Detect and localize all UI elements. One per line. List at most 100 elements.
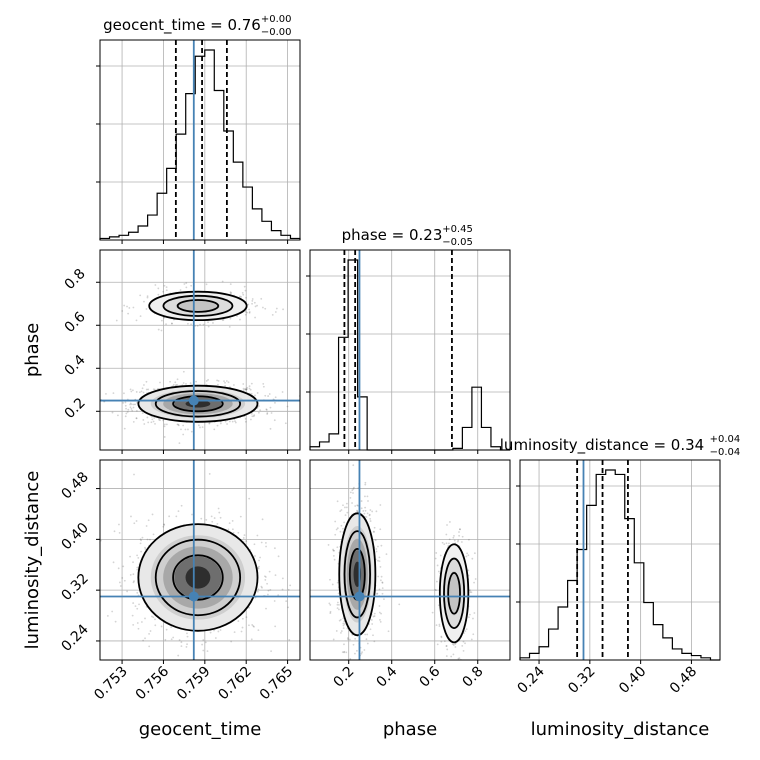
scatter-point	[176, 378, 179, 381]
scatter-point	[185, 286, 188, 289]
scatter-point	[282, 308, 284, 311]
scatter-point	[132, 581, 135, 584]
scatter-point	[243, 534, 246, 537]
scatter-point	[208, 422, 211, 425]
scatter-point	[349, 638, 351, 641]
scatter-point	[154, 618, 156, 621]
scatter-point	[253, 301, 256, 304]
scatter-point	[136, 554, 139, 557]
scatter-point	[379, 566, 382, 568]
scatter-point	[199, 323, 201, 326]
scatter-point	[371, 623, 374, 625]
scatter-point	[236, 315, 238, 317]
scatter-point	[356, 510, 359, 513]
scatter-point	[352, 486, 355, 489]
scatter-point	[459, 665, 461, 667]
scatter-point	[277, 555, 280, 558]
scatter-point	[378, 588, 381, 591]
scatter-point	[378, 560, 381, 563]
scatter-point	[469, 591, 472, 593]
scatter-point	[132, 406, 135, 409]
scatter-point	[379, 579, 382, 582]
panel-title-geocent_time: geocent_time = 0.76 +0.00 −0.00	[103, 14, 291, 38]
scatter-point	[123, 392, 125, 395]
scatter-point	[115, 319, 118, 322]
scatter-point	[372, 634, 374, 637]
scatter-point	[256, 590, 259, 593]
scatter-point	[245, 296, 247, 299]
scatter-point	[180, 645, 183, 648]
contour-line	[137, 523, 259, 632]
scatter-point	[468, 613, 471, 616]
scatter-point	[245, 389, 248, 391]
scatter-point	[123, 304, 126, 307]
scatter-point	[273, 419, 276, 422]
scatter-point	[171, 322, 173, 325]
truth-marker	[188, 591, 199, 602]
scatter-point	[337, 592, 340, 595]
scatter-point	[227, 381, 230, 384]
scatter-point	[114, 620, 117, 623]
scatter-point	[180, 641, 183, 644]
x-axis-label-phase: phase	[383, 719, 437, 740]
scatter-point	[199, 426, 201, 429]
scatter-point	[352, 643, 355, 646]
scatter-point	[241, 626, 244, 629]
scatter-point	[332, 548, 334, 551]
scatter-point	[185, 383, 187, 385]
2d-frame	[99, 459, 301, 661]
scatter-point	[204, 641, 207, 644]
scatter-point	[462, 649, 465, 652]
scatter-point	[258, 565, 260, 568]
scatter-point	[366, 642, 369, 645]
scatter-point	[351, 489, 354, 492]
title-sup: +0.45	[442, 224, 473, 235]
scatter-point	[134, 605, 137, 607]
scatter-point	[453, 534, 455, 537]
scatter-point	[177, 423, 180, 426]
scatter-point	[133, 580, 135, 583]
scatter-point	[237, 620, 240, 622]
scatter-point	[131, 614, 134, 617]
title-sup: +0.04	[710, 434, 741, 445]
scatter-point	[148, 632, 150, 635]
scatter-point	[472, 617, 474, 620]
scatter-point	[274, 574, 277, 577]
scatter-point	[441, 541, 444, 544]
scatter-point	[144, 637, 146, 640]
scatter-point	[123, 427, 126, 430]
scatter-point	[259, 409, 262, 412]
scatter-point	[264, 575, 266, 578]
scatter-point	[153, 417, 156, 419]
title-sup: +0.00	[261, 14, 292, 25]
scatter-point	[328, 602, 331, 605]
scatter-point	[163, 523, 165, 526]
x-tick-label: 0.32	[565, 664, 598, 697]
scatter-point	[249, 418, 252, 421]
scatter-point	[165, 628, 168, 631]
scatter-point	[152, 616, 155, 619]
scatter-point	[443, 543, 446, 545]
scatter-point	[261, 306, 264, 309]
scatter-point	[269, 588, 272, 591]
scatter-point	[398, 603, 401, 606]
scatter-point	[269, 427, 272, 430]
scatter-point	[264, 394, 267, 397]
scatter-point	[266, 582, 268, 585]
scatter-point	[163, 425, 166, 428]
scatter-point	[231, 528, 234, 531]
scatter-point	[244, 313, 247, 316]
scatter-point	[124, 401, 127, 404]
scatter-point	[242, 537, 245, 539]
scatter-point	[122, 565, 125, 568]
scatter-point	[202, 323, 205, 326]
scatter-point	[373, 615, 376, 617]
scatter-point	[124, 404, 127, 407]
truth-marker	[188, 395, 199, 406]
scatter-point	[274, 396, 277, 399]
y-tick-label: 0.32	[58, 571, 91, 604]
scatter-point	[339, 618, 342, 621]
scatter-point	[250, 392, 253, 395]
x-tick-label: 0.756	[133, 663, 173, 703]
scatter-point	[339, 510, 342, 513]
